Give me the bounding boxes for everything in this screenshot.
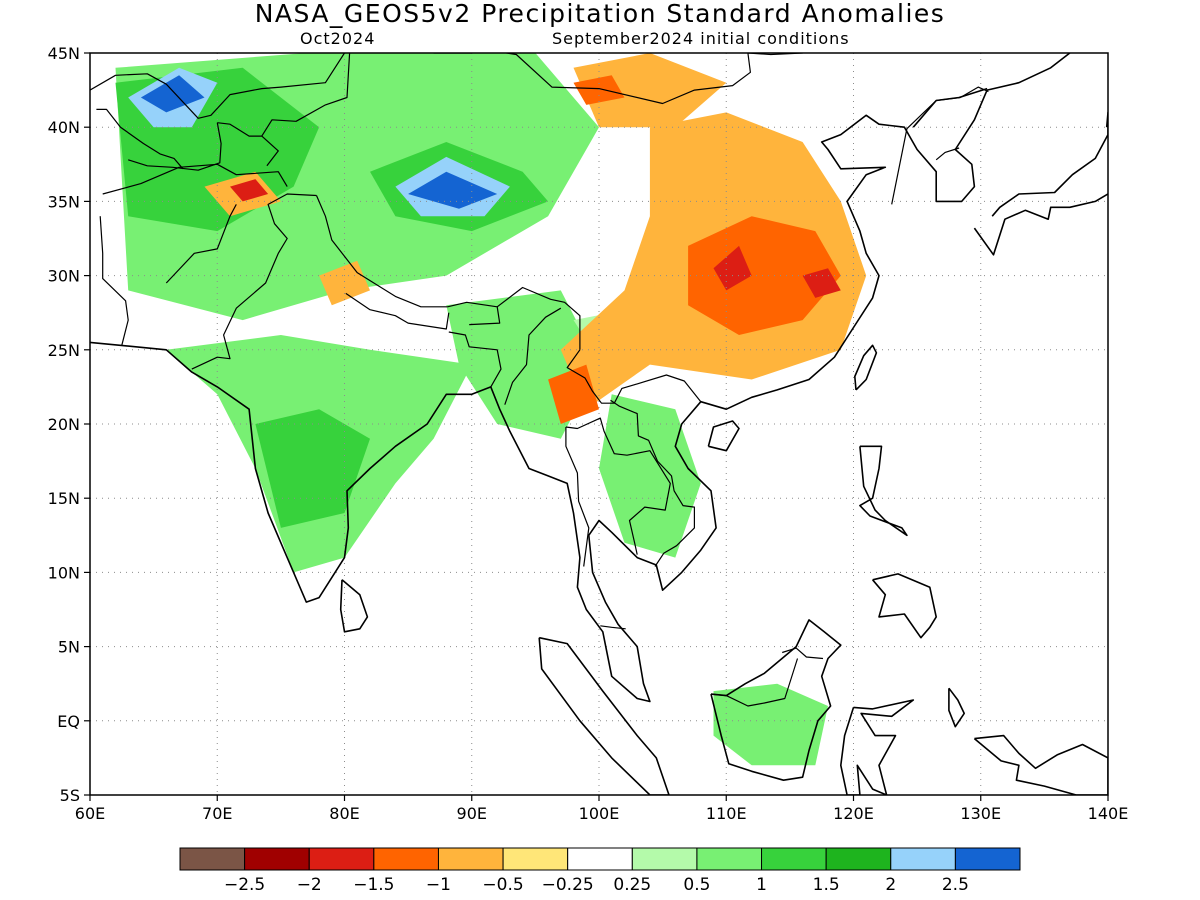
longitude-label: 110E <box>706 804 747 823</box>
colorbar-swatch <box>373 847 439 871</box>
longitude-axis: 60E 70E 80E 90E 100E 110E 120E 130E 140E <box>75 795 1129 823</box>
longitude-label: 90E <box>457 804 487 823</box>
colorbar-swatch <box>954 847 1021 871</box>
country-border <box>935 147 960 161</box>
colorbar-swatch <box>502 847 569 871</box>
colorbar-swatch <box>179 847 246 871</box>
coastline <box>339 579 369 633</box>
colorbar: −2.5 −2 −1.5 −1 −0.5 −0.25 0.25 0.5 1 1.5 2 2.5 <box>179 847 1021 895</box>
colorbar-label: 2.5 <box>942 875 969 895</box>
colorbar-swatch <box>761 847 827 871</box>
country-border <box>90 53 346 119</box>
coastline <box>991 111 1108 217</box>
initial-conditions-label: September2024 initial conditions <box>552 29 850 48</box>
country-border <box>99 216 129 346</box>
coastline <box>710 619 842 782</box>
colorbar-swatch <box>696 847 763 871</box>
colorbar-swatch <box>244 847 310 871</box>
longitude-label: 70E <box>202 804 232 823</box>
longitude-label: 60E <box>75 804 105 823</box>
anomaly-region <box>140 75 205 113</box>
country-border <box>96 108 184 170</box>
country-border <box>448 331 502 388</box>
colorbar-label: −0.5 <box>482 875 523 895</box>
country-border <box>165 204 237 284</box>
longitude-label: 140E <box>1088 804 1129 823</box>
country-border <box>315 195 448 308</box>
country-border <box>565 427 590 567</box>
country-border <box>433 53 804 105</box>
country-border <box>496 286 581 350</box>
anomaly-region <box>802 268 841 298</box>
country-border <box>565 417 671 555</box>
anomaly-region <box>230 179 269 202</box>
country-border <box>217 122 279 167</box>
colorbar-label: 0.25 <box>613 875 651 895</box>
colorbar-swatch <box>567 847 633 871</box>
colorbar-label: −2 <box>297 875 322 895</box>
anomaly-region <box>408 171 498 209</box>
colorbar-label: −0.25 <box>542 875 594 895</box>
colorbar-swatch <box>437 847 504 871</box>
chart-title: NASA_GEOS5v2 Precipitation Standard Anom… <box>254 0 946 28</box>
coastline <box>948 687 966 728</box>
anomaly-region <box>599 394 701 558</box>
country-border <box>345 292 450 330</box>
colorbar-swatch <box>890 847 956 871</box>
anomaly-region <box>573 53 727 128</box>
longitude-label: 100E <box>579 804 620 823</box>
latitude-label: 20N <box>48 415 80 434</box>
colorbar-label: 0.5 <box>683 875 710 895</box>
longitude-label: 80E <box>329 804 359 823</box>
colorbar-label: −2.5 <box>224 875 265 895</box>
latitude-label: 15N <box>48 489 80 508</box>
country-border <box>504 307 562 405</box>
country-border <box>261 53 351 137</box>
anomaly-region <box>713 245 752 291</box>
latitude-label: 30N <box>48 267 80 286</box>
country-border <box>891 86 989 205</box>
colorbar-label: 2 <box>885 875 896 895</box>
colorbar-label: −1.5 <box>353 875 394 895</box>
country-border <box>128 122 222 171</box>
latitude-label: 5N <box>58 638 80 657</box>
latitude-label: 25N <box>48 341 80 360</box>
coastline <box>853 344 878 391</box>
latitude-label: 40N <box>48 118 80 137</box>
coastline <box>839 699 915 795</box>
country-border <box>610 399 696 567</box>
country-border <box>102 163 288 195</box>
colorbar-swatch <box>825 847 892 871</box>
anomaly-region <box>713 683 828 766</box>
coastline <box>859 445 908 537</box>
longitude-label: 130E <box>960 804 1001 823</box>
lat-lon-grid <box>90 53 1108 795</box>
colorbar-label: −1 <box>426 875 451 895</box>
coastline <box>871 573 938 639</box>
forecast-month-label: Oct2024 <box>300 29 376 48</box>
latitude-label: EQ <box>57 712 80 731</box>
anomaly-region <box>255 409 370 528</box>
latitude-label: 10N <box>48 563 80 582</box>
country-border <box>191 193 317 370</box>
country-border <box>782 647 824 660</box>
latitude-label: 35N <box>48 192 80 211</box>
country-borders-layer <box>90 53 989 707</box>
coastline <box>973 734 1108 795</box>
colorbar-label: 1 <box>756 875 767 895</box>
anomaly-region <box>573 75 625 105</box>
latitude-label: 5S <box>60 786 80 805</box>
latitude-axis: 45N 40N 35N 30N 25N 20N 15N 10N 5N EQ 5S <box>48 44 90 805</box>
country-border <box>710 658 799 707</box>
country-border <box>600 625 626 630</box>
coastline <box>538 636 670 795</box>
colorbar-label: 1.5 <box>813 875 840 895</box>
colorbar-swatch <box>631 847 698 871</box>
colorbar-swatch <box>308 847 375 871</box>
longitude-label: 120E <box>833 804 874 823</box>
coastline <box>973 193 1108 256</box>
latitude-label: 45N <box>48 44 80 63</box>
coastline <box>707 420 740 452</box>
